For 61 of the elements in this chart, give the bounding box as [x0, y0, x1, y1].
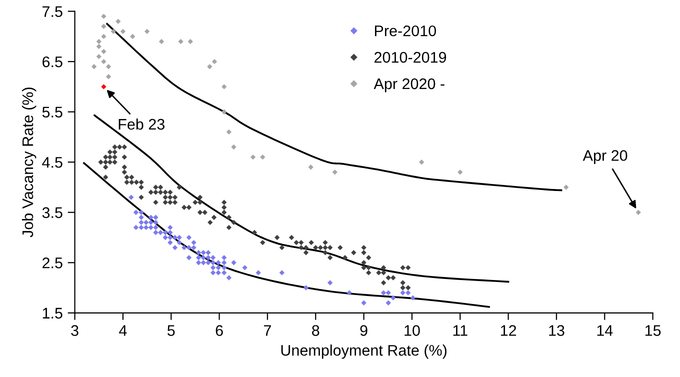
point: [101, 24, 106, 29]
point: [96, 44, 102, 50]
point: [308, 164, 314, 170]
y-tick-label: 1.5: [42, 308, 62, 319]
point: [101, 84, 106, 90]
legend-label: Pre-2010: [374, 25, 436, 36]
point: [106, 64, 112, 70]
legend-label: 2010-2019: [374, 52, 446, 63]
point: [564, 184, 569, 190]
x-tick-label: 12: [500, 325, 516, 336]
point: [222, 109, 227, 114]
y-tick-label: 7.5: [42, 6, 62, 17]
point: [332, 170, 338, 175]
point: [212, 58, 218, 64]
x-axis-title: Unemployment Rate (%): [281, 344, 446, 359]
point: [101, 58, 106, 64]
point: [101, 34, 106, 40]
x-tick-label: 11: [453, 325, 468, 336]
x-tick-label: 15: [645, 325, 661, 336]
point: [91, 64, 97, 70]
point: [188, 38, 193, 44]
point: [636, 210, 641, 215]
x-tick-label: 3: [71, 325, 78, 336]
y-axis-title: Job Vacancy Rate (%): [22, 88, 36, 238]
point: [207, 64, 212, 70]
point: [116, 18, 121, 24]
point: [110, 28, 116, 34]
x-tick-label: 6: [216, 325, 223, 336]
x-tick-label: 8: [312, 325, 320, 336]
point: [96, 38, 102, 44]
point: [158, 38, 164, 44]
point: [250, 154, 256, 160]
point: [106, 74, 112, 80]
point: [96, 54, 102, 60]
x-tick-label: 14: [597, 325, 613, 336]
y-tick-label: 3.5: [42, 207, 62, 218]
point: [144, 28, 150, 34]
point: [231, 144, 236, 150]
y-tick-label: 4.5: [42, 157, 62, 168]
point: [101, 14, 106, 19]
point: [260, 154, 266, 160]
x-tick-label: 9: [360, 325, 368, 336]
x-tick-label: 13: [549, 325, 564, 336]
point: [458, 170, 463, 175]
point: [226, 129, 232, 135]
x-tick-label: 4: [119, 325, 127, 336]
point: [222, 84, 227, 90]
legend-label: Apr 2020 -: [374, 78, 444, 92]
y-tick-label: 2.5: [42, 258, 62, 268]
point: [419, 160, 424, 165]
point: [101, 48, 106, 54]
point: [130, 34, 136, 40]
point: [178, 38, 184, 44]
y-tick-label: 5.5: [42, 106, 62, 118]
annotation: Feb 23: [118, 118, 164, 130]
x-tick-label: 10: [404, 325, 420, 336]
x-tick-label: 5: [167, 325, 175, 336]
point: [120, 28, 126, 34]
x-tick-label: 7: [264, 325, 271, 336]
y-tick-label: 6.5: [42, 56, 62, 68]
annotation: Apr 20: [582, 150, 628, 164]
